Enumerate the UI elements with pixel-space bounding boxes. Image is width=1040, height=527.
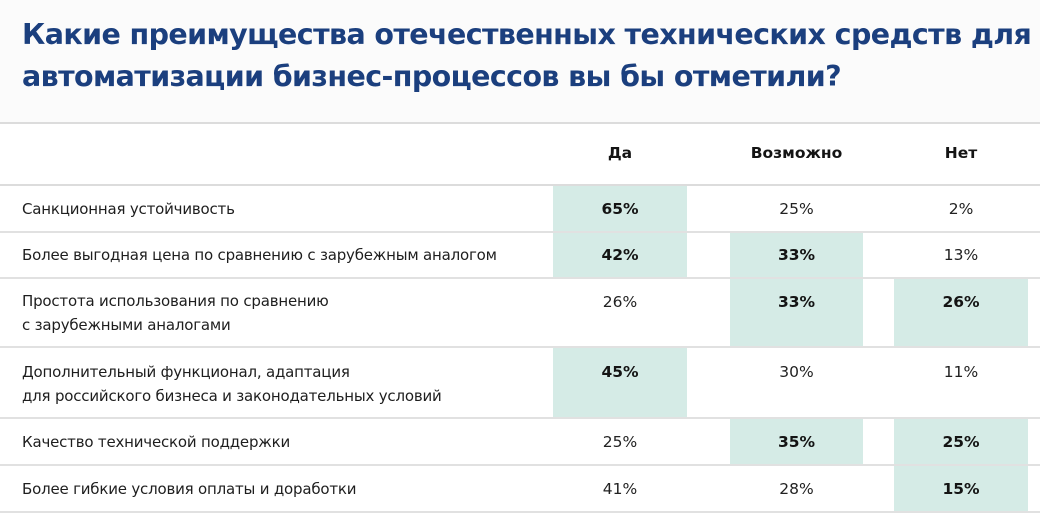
cell-yes: 26% bbox=[602, 293, 638, 311]
cell-no: 13% bbox=[943, 246, 979, 264]
row-label-payment: Более гибкие условия оплаты и доработки bbox=[22, 480, 357, 498]
page-title: Какие преимущества отечественных техниче… bbox=[22, 14, 1032, 98]
cell-yes: 25% bbox=[602, 433, 638, 451]
row-separator bbox=[0, 464, 1040, 466]
column-header-no: Нет bbox=[944, 144, 978, 162]
highlight-cell bbox=[894, 279, 1028, 346]
highlight-cell bbox=[553, 233, 687, 277]
cell-yes: 45% bbox=[601, 363, 639, 381]
cell-maybe: 25% bbox=[779, 200, 814, 218]
row-label-functionality-line-1: Дополнительный функционал, адаптация bbox=[22, 363, 350, 381]
row-label-sanctions: Санкционная устойчивость bbox=[22, 200, 235, 218]
title-line-2: автоматизации бизнес-процессов вы бы отм… bbox=[22, 60, 842, 93]
cell-maybe: 30% bbox=[779, 363, 814, 381]
title-line-1: Какие преимущества отечественных техниче… bbox=[22, 18, 1032, 51]
row-label-price: Более выгодная цена по сравнению с заруб… bbox=[22, 246, 497, 264]
header-top-separator bbox=[0, 122, 1040, 124]
cell-maybe: 33% bbox=[777, 246, 816, 264]
cell-yes: 42% bbox=[601, 246, 639, 264]
row-separator bbox=[0, 511, 1040, 513]
row-separator bbox=[0, 277, 1040, 279]
cell-maybe: 28% bbox=[779, 480, 814, 498]
cell-no: 2% bbox=[948, 200, 974, 218]
cell-no: 26% bbox=[942, 293, 980, 311]
row-separator bbox=[0, 417, 1040, 419]
highlight-cell bbox=[730, 279, 863, 346]
highlight-cell bbox=[894, 466, 1028, 511]
highlight-cell bbox=[553, 348, 687, 417]
row-separator bbox=[0, 346, 1040, 348]
cell-no: 15% bbox=[942, 480, 980, 498]
cell-yes: 41% bbox=[602, 480, 638, 498]
highlight-cell bbox=[730, 419, 863, 464]
cell-maybe: 33% bbox=[777, 293, 816, 311]
highlight-cell bbox=[553, 186, 687, 231]
row-label-usability-line-2: с зарубежными аналогами bbox=[22, 316, 231, 334]
cell-no: 11% bbox=[943, 363, 979, 381]
column-header-yes: Да bbox=[607, 144, 633, 162]
cell-no: 25% bbox=[942, 433, 980, 451]
title-area: Какие преимущества отечественных техниче… bbox=[0, 0, 1040, 122]
column-header-maybe: Возможно bbox=[750, 144, 843, 162]
row-separator bbox=[0, 231, 1040, 233]
highlight-cell bbox=[730, 233, 863, 277]
cell-maybe: 35% bbox=[777, 433, 816, 451]
header-bottom-separator bbox=[0, 184, 1040, 186]
row-label-functionality-line-2: для российского бизнеса и законодательны… bbox=[22, 387, 442, 405]
cell-yes: 65% bbox=[601, 200, 639, 218]
row-label-usability-line-1: Простота использования по сравнению bbox=[22, 292, 329, 310]
row-label-support: Качество технической поддержки bbox=[22, 433, 290, 451]
highlight-cell bbox=[894, 419, 1028, 464]
